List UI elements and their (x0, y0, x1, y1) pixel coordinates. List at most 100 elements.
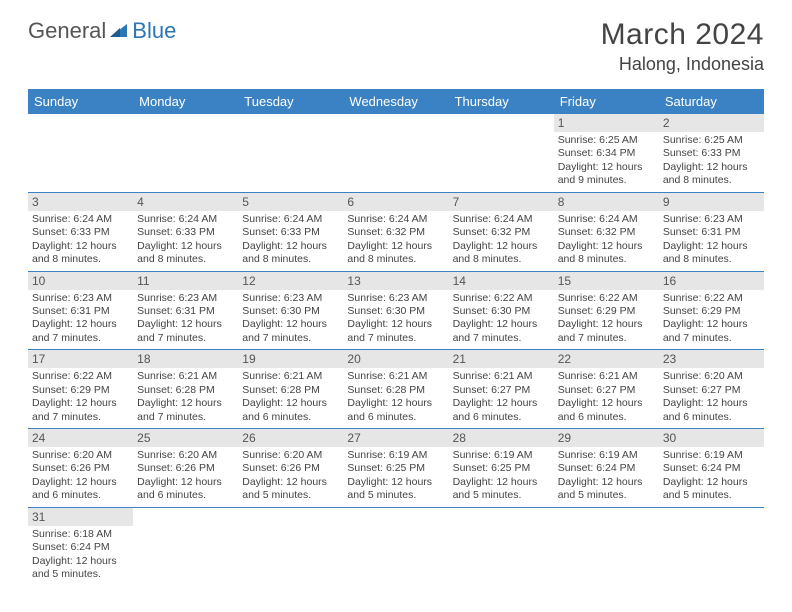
calendar-cell: 12 Sunrise: 6:23 AMSunset: 6:30 PMDayligh… (238, 271, 343, 350)
calendar-cell: 24 Sunrise: 6:20 AMSunset: 6:26 PMDayligh… (28, 429, 133, 508)
day-number: 2 (659, 114, 764, 132)
calendar-cell: 27Sunrise: 6:19 AMSunset: 6:25 PMDayligh… (343, 429, 448, 508)
day-info: Sunrise: 6:22 AMSunset: 6:29 PMDaylight:… (663, 292, 760, 346)
day-number: 21 (449, 350, 554, 368)
day-number: 4 (133, 193, 238, 211)
calendar-cell (554, 507, 659, 585)
day-number: 10 (28, 272, 133, 290)
day-number: 22 (554, 350, 659, 368)
day-number: 15 (554, 272, 659, 290)
day-info: Sunrise: 6:19 AMSunset: 6:24 PMDaylight:… (663, 449, 760, 503)
calendar-cell: 18 Sunrise: 6:21 AMSunset: 6:28 PMDayligh… (133, 350, 238, 429)
calendar-cell: 13 Sunrise: 6:23 AMSunset: 6:30 PMDayligh… (343, 271, 448, 350)
calendar-cell: 7Sunrise: 6:24 AMSunset: 6:32 PMDaylight… (449, 192, 554, 271)
calendar-row: 10Sunrise: 6:23 AMSunset: 6:31 PMDayligh… (28, 271, 764, 350)
calendar-cell: 14 Sunrise: 6:22 AMSunset: 6:30 PMDayligh… (449, 271, 554, 350)
day-info: Sunrise: 6:25 AMSunset: 6:34 PMDaylight:… (558, 134, 655, 188)
day-number: 6 (343, 193, 448, 211)
day-info: Sunrise: 6:22 AMSunset: 6:29 PMDaylight:… (32, 370, 129, 424)
day-number: 23 (659, 350, 764, 368)
calendar-cell: 26 Sunrise: 6:20 AMSunset: 6:26 PMDayligh… (238, 429, 343, 508)
calendar-cell (238, 114, 343, 192)
calendar-cell (449, 507, 554, 585)
day-info: Sunrise: 6:24 AMSunset: 6:33 PMDaylight:… (32, 213, 129, 267)
calendar-cell: 10Sunrise: 6:23 AMSunset: 6:31 PMDayligh… (28, 271, 133, 350)
day-number: 26 (238, 429, 343, 447)
day-header: Friday (554, 89, 659, 114)
day-info: Sunrise: 6:19 AMSunset: 6:24 PMDaylight:… (558, 449, 655, 503)
logo: General Blue (28, 18, 176, 44)
day-number: 8 (554, 193, 659, 211)
day-number: 28 (449, 429, 554, 447)
day-info: Sunrise: 6:21 AMSunset: 6:28 PMDaylight:… (242, 370, 339, 424)
calendar-cell: 5Sunrise: 6:24 AMSunset: 6:33 PMDaylight… (238, 192, 343, 271)
calendar-cell (659, 507, 764, 585)
day-number: 30 (659, 429, 764, 447)
calendar-cell: 20 Sunrise: 6:21 AMSunset: 6:28 PMDayligh… (343, 350, 448, 429)
calendar-cell: 3 Sunrise: 6:24 AMSunset: 6:33 PMDaylight… (28, 192, 133, 271)
day-number: 1 (554, 114, 659, 132)
calendar-cell (343, 114, 448, 192)
logo-text-general: General (28, 18, 106, 44)
day-number: 16 (659, 272, 764, 290)
day-info: Sunrise: 6:20 AMSunset: 6:26 PMDaylight:… (242, 449, 339, 503)
day-number: 24 (28, 429, 133, 447)
day-info: Sunrise: 6:19 AMSunset: 6:25 PMDaylight:… (347, 449, 444, 503)
day-number: 19 (238, 350, 343, 368)
calendar-cell: 21 Sunrise: 6:21 AMSunset: 6:27 PMDayligh… (449, 350, 554, 429)
day-info: Sunrise: 6:18 AMSunset: 6:24 PMDaylight:… (32, 528, 129, 582)
calendar-cell (343, 507, 448, 585)
calendar-cell: 6Sunrise: 6:24 AMSunset: 6:32 PMDaylight… (343, 192, 448, 271)
calendar-cell: 4 Sunrise: 6:24 AMSunset: 6:33 PMDaylight… (133, 192, 238, 271)
day-number: 18 (133, 350, 238, 368)
calendar-cell: 25 Sunrise: 6:20 AMSunset: 6:26 PMDayligh… (133, 429, 238, 508)
calendar-cell (133, 114, 238, 192)
logo-text-blue: Blue (132, 18, 176, 44)
day-info: Sunrise: 6:23 AMSunset: 6:30 PMDaylight:… (347, 292, 444, 346)
calendar-cell (133, 507, 238, 585)
day-header: Monday (133, 89, 238, 114)
day-number: 13 (343, 272, 448, 290)
day-info: Sunrise: 6:24 AMSunset: 6:33 PMDaylight:… (137, 213, 234, 267)
day-number: 12 (238, 272, 343, 290)
sail-icon (108, 22, 130, 40)
calendar-cell: 19 Sunrise: 6:21 AMSunset: 6:28 PMDayligh… (238, 350, 343, 429)
calendar-cell: 11Sunrise: 6:23 AMSunset: 6:31 PMDayligh… (133, 271, 238, 350)
calendar-cell (28, 114, 133, 192)
day-info: Sunrise: 6:22 AMSunset: 6:30 PMDaylight:… (453, 292, 550, 346)
day-info: Sunrise: 6:21 AMSunset: 6:28 PMDaylight:… (347, 370, 444, 424)
day-number: 3 (28, 193, 133, 211)
day-info: Sunrise: 6:20 AMSunset: 6:26 PMDaylight:… (137, 449, 234, 503)
day-number: 14 (449, 272, 554, 290)
day-number: 5 (238, 193, 343, 211)
day-header: Wednesday (343, 89, 448, 114)
day-info: Sunrise: 6:21 AMSunset: 6:27 PMDaylight:… (453, 370, 550, 424)
day-header-row: Sunday Monday Tuesday Wednesday Thursday… (28, 89, 764, 114)
day-info: Sunrise: 6:23 AMSunset: 6:30 PMDaylight:… (242, 292, 339, 346)
calendar-cell: 17 Sunrise: 6:22 AMSunset: 6:29 PMDayligh… (28, 350, 133, 429)
day-info: Sunrise: 6:21 AMSunset: 6:28 PMDaylight:… (137, 370, 234, 424)
day-number: 25 (133, 429, 238, 447)
calendar-row: 24Sunrise: 6:20 AMSunset: 6:26 PMDayligh… (28, 429, 764, 508)
calendar-cell: 9Sunrise: 6:23 AMSunset: 6:31 PMDaylight… (659, 192, 764, 271)
day-info: Sunrise: 6:19 AMSunset: 6:25 PMDaylight:… (453, 449, 550, 503)
day-header: Tuesday (238, 89, 343, 114)
day-number: 20 (343, 350, 448, 368)
day-info: Sunrise: 6:24 AMSunset: 6:32 PMDaylight:… (558, 213, 655, 267)
day-info: Sunrise: 6:20 AMSunset: 6:26 PMDaylight:… (32, 449, 129, 503)
day-info: Sunrise: 6:25 AMSunset: 6:33 PMDaylight:… (663, 134, 760, 188)
title-location: Halong, Indonesia (601, 54, 764, 75)
day-info: Sunrise: 6:24 AMSunset: 6:32 PMDaylight:… (453, 213, 550, 267)
title-month: March 2024 (601, 18, 764, 52)
day-info: Sunrise: 6:23 AMSunset: 6:31 PMDaylight:… (663, 213, 760, 267)
calendar-row: 31 Sunrise: 6:18 AMSunset: 6:24 PMDayligh… (28, 507, 764, 585)
day-header: Sunday (28, 89, 133, 114)
day-number: 31 (28, 508, 133, 526)
calendar-cell: 31 Sunrise: 6:18 AMSunset: 6:24 PMDayligh… (28, 507, 133, 585)
day-number: 17 (28, 350, 133, 368)
calendar-cell: 28 Sunrise: 6:19 AMSunset: 6:25 PMDayligh… (449, 429, 554, 508)
day-header: Saturday (659, 89, 764, 114)
calendar-row: 3Sunrise: 6:24 AMSunset: 6:33 PMDaylight… (28, 192, 764, 271)
calendar-table: Sunday Monday Tuesday Wednesday Thursday… (28, 89, 764, 586)
calendar-cell: 15Sunrise: 6:22 AMSunset: 6:29 PMDayligh… (554, 271, 659, 350)
